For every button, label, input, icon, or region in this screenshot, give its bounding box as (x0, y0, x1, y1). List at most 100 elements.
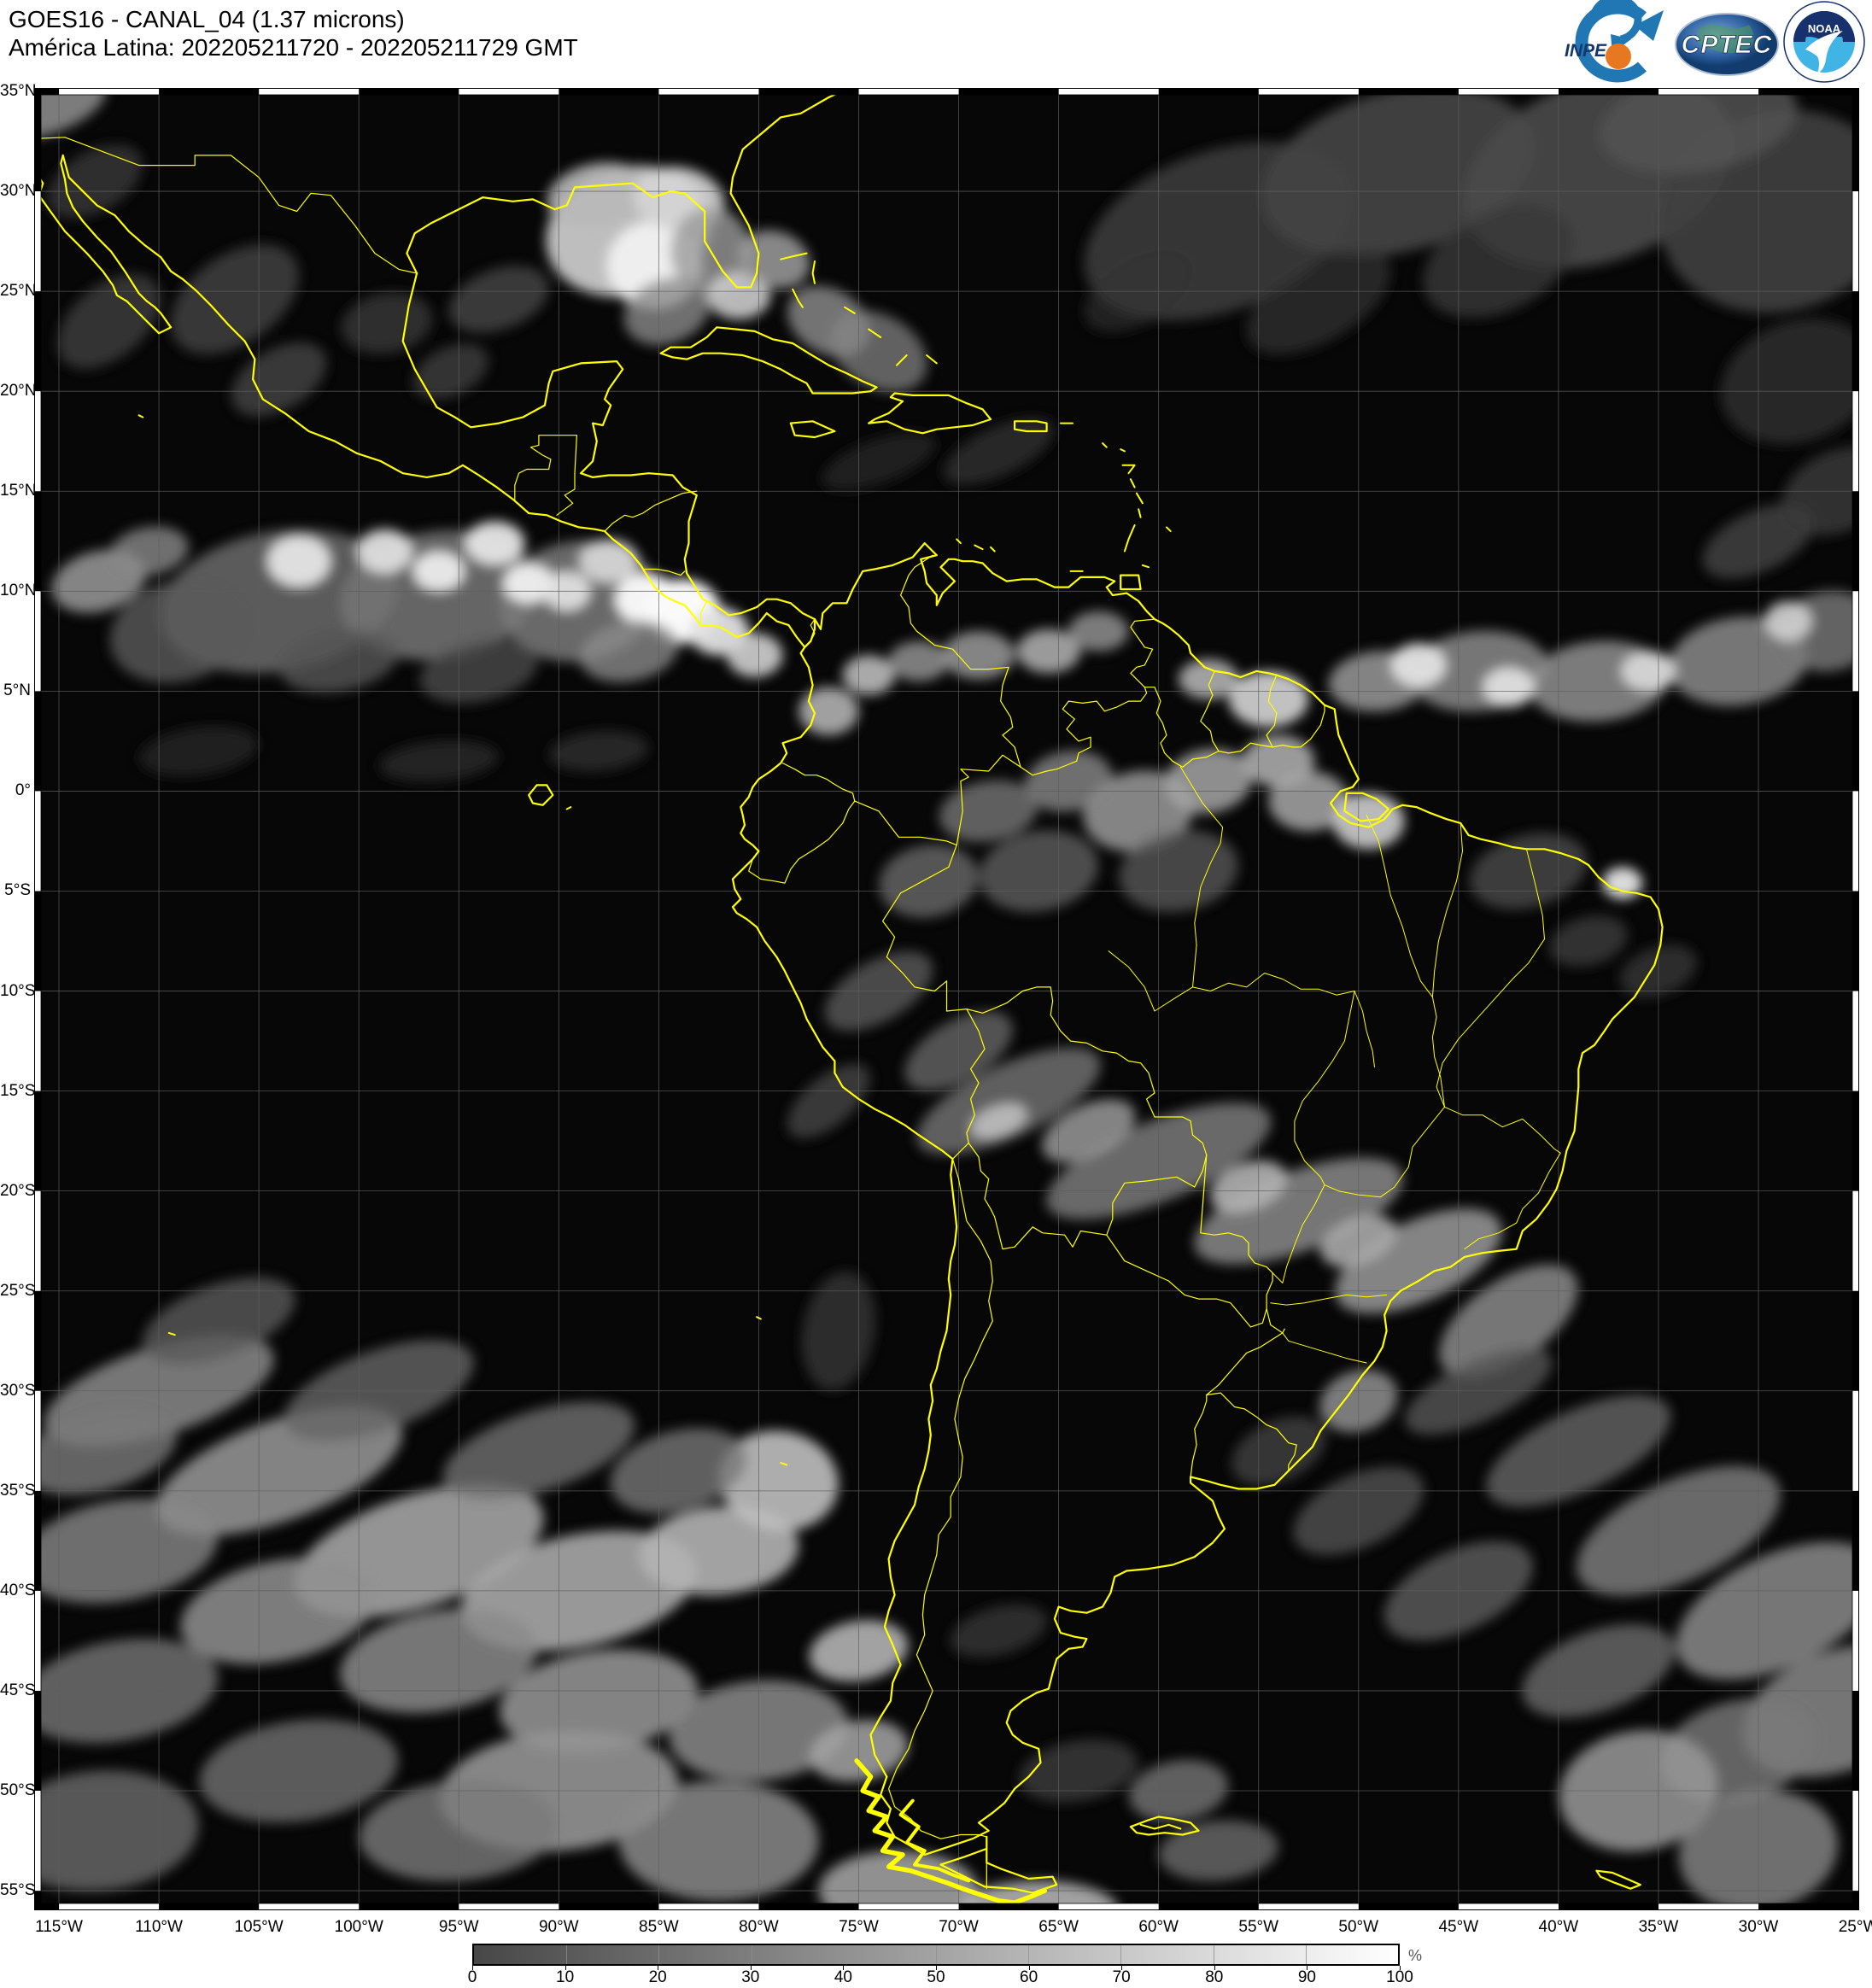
colorbar-tick-label: 70 (1112, 1968, 1131, 1986)
lon-label: 80°W (739, 1918, 779, 1936)
cloud-blob (170, 244, 300, 354)
lon-label: 65°W (1038, 1918, 1079, 1936)
cloud-blob (502, 563, 555, 604)
marajo-coast-line (1343, 792, 1390, 822)
cloud-blob (1019, 1739, 1138, 1803)
brazil-state-to-mt-line (1354, 991, 1375, 1067)
cloud-blob (942, 631, 1015, 680)
cloud-blob (57, 273, 161, 369)
jamaica-coast-line (789, 420, 836, 439)
colorbar-tick-label: 100 (1386, 1968, 1413, 1986)
colorbar (472, 1944, 1400, 1966)
cloud-blob (718, 1430, 839, 1532)
cloud-blob (1165, 748, 1253, 814)
peru-brazil-border-line (881, 844, 968, 1012)
cloud-blob (143, 1277, 295, 1365)
cloud-blob (618, 1780, 819, 1901)
satellite-map (34, 88, 1859, 1910)
cloud-blob (943, 418, 1055, 485)
ecuador-peru-border-line (748, 800, 856, 884)
logo-bar: INPE CPTEC NOAA (1559, 0, 1867, 85)
bahamas-4-line (844, 306, 856, 314)
cloud-blob (623, 278, 710, 345)
bahamas-3-line (811, 260, 816, 284)
brazil-state-pe-ba-line (1436, 938, 1545, 1108)
lat-label: 10°N (0, 582, 37, 600)
brazil-state-ms-pr-line (1272, 1184, 1325, 1283)
south-america-coast-line (813, 541, 1664, 1850)
inpe-swoosh-icon (1575, 1, 1647, 83)
hispaniola-coast-line (868, 392, 992, 435)
cloud-blob (266, 535, 331, 588)
cloud-blob (787, 1063, 870, 1138)
cloud-blob (726, 633, 783, 677)
easter-island-line (167, 1331, 176, 1336)
colorbar-tick (1121, 1966, 1123, 1970)
antilles-barbados-line (1166, 526, 1172, 533)
colorbar-tick-label: 40 (834, 1968, 852, 1986)
colorbar-tick-label: 20 (648, 1968, 667, 1986)
lat-label: 20°S (0, 1181, 36, 1200)
cloud-layer (34, 88, 1859, 1910)
colorbar-tick-label: 50 (927, 1968, 945, 1986)
mexico-centralamerica-caribbean-coast-line (401, 272, 816, 621)
bahamas-1-line (792, 288, 804, 308)
cloud-blob (1522, 1624, 1676, 1717)
brazil-state-ma-line (1431, 822, 1463, 998)
cloud-blob (1676, 1541, 1859, 1680)
colorbar-separator (843, 1945, 845, 1964)
colorbar-tick-label: 90 (1297, 1968, 1316, 1986)
header: GOES16 - CANAL_04 (1.37 microns) América… (9, 5, 578, 61)
cloud-blob (1669, 616, 1809, 706)
cloud-blob (442, 1401, 635, 1500)
cloud-blob (1042, 1099, 1136, 1163)
us-east-gulf-coast-line (406, 88, 851, 289)
cloud-blob (916, 1047, 1101, 1155)
colorbar-separator (936, 1945, 937, 1964)
guatemala-mexico-belize-borders-line (514, 435, 578, 502)
inpe-logo: INPE (1565, 0, 1664, 83)
lon-label: 100°W (334, 1918, 383, 1936)
lat-label: 15°N (0, 482, 37, 500)
product-title: GOES16 - CANAL_04 (1.37 microns) (9, 6, 405, 32)
cloud-blob (1720, 319, 1859, 444)
brazil-state-mg-go-line (1324, 1106, 1445, 1198)
cloud-blob (1577, 1465, 1781, 1596)
cloud-blob (1194, 1157, 1403, 1265)
puerto-rico-coast-line (1013, 420, 1048, 433)
cloud-blob (1423, 204, 1575, 319)
cloud-blob (1600, 88, 1798, 174)
lat-label: 25°S (0, 1281, 36, 1300)
lat-label: 10°S (0, 981, 36, 1000)
lon-label: 105°W (234, 1918, 284, 1936)
mexico-pacific-coast-line (61, 154, 812, 649)
cloud-blob (448, 266, 549, 333)
peru-bolivia-border-line (951, 1008, 986, 1160)
brazil-state-to-ba-line (1431, 997, 1445, 1108)
panama-colombia-border-line (810, 618, 816, 642)
colorbar-tick (1400, 1966, 1401, 1970)
cloud-blob (979, 830, 1098, 912)
cloud-blob (578, 539, 639, 583)
cloud-blob (180, 1558, 377, 1664)
lon-label: 40°W (1538, 1918, 1579, 1936)
brazil-state-am-pa-line (1179, 766, 1224, 946)
nicaragua-costarica-border-line (644, 568, 686, 576)
socorro-line (137, 414, 144, 418)
cloud-blob (340, 1608, 538, 1713)
colorbar-unit: % (1408, 1947, 1423, 1964)
colorbar-tick-label: 30 (741, 1968, 760, 1986)
cloud-blob (279, 629, 399, 693)
turks-line (926, 354, 938, 365)
product-subtitle: América Latina: 202205211720 - 202205211… (9, 34, 578, 61)
cloud-blob (139, 726, 259, 777)
guyana-suriname-border-line (1200, 670, 1220, 752)
cloud-blob (1068, 611, 1129, 652)
cloud-blob (1158, 1820, 1278, 1881)
cloud-blob (1482, 667, 1535, 708)
antilles-grenadines-line (1123, 524, 1136, 553)
falklands-coast-line (1129, 1816, 1200, 1836)
galapagos-east-line (565, 806, 572, 810)
lat-label: 15°S (0, 1081, 36, 1100)
lat-label: 30°N (0, 182, 37, 201)
